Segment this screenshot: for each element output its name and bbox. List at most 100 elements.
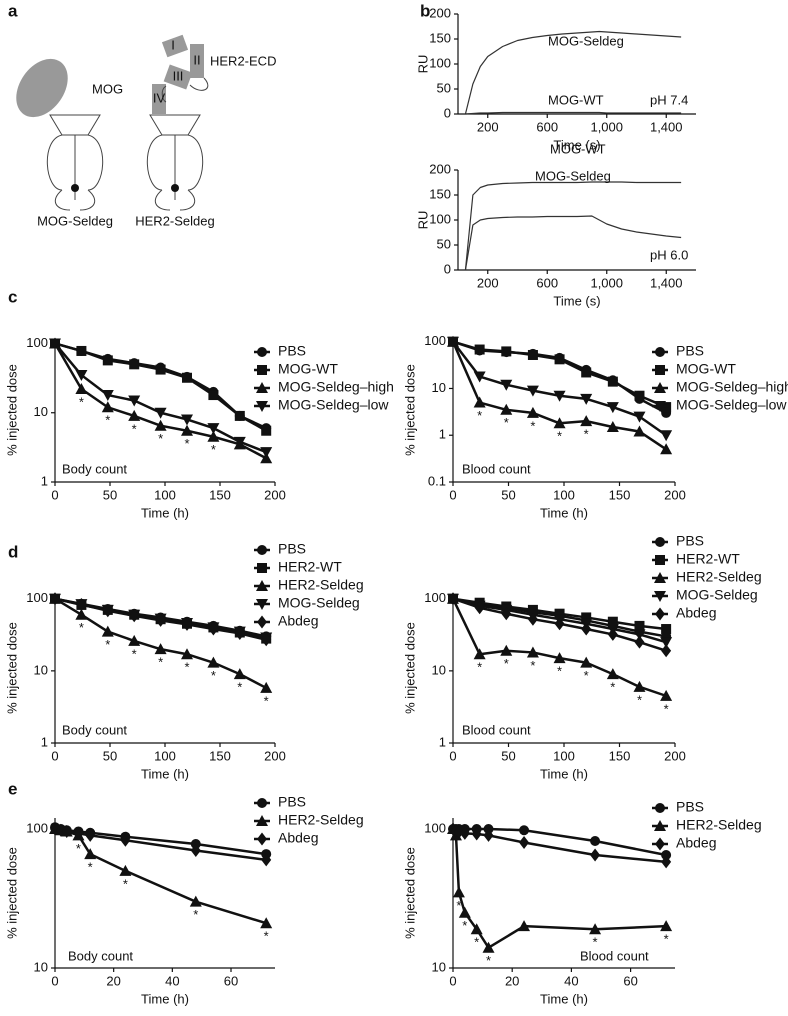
significance-star: *: [530, 658, 535, 673]
x-tick-label: 150: [209, 487, 231, 502]
point: [473, 648, 486, 660]
point: [554, 617, 565, 631]
y-tick-label: 0: [444, 261, 451, 276]
significance-star: *: [504, 656, 509, 671]
y-axis-label: RU: [415, 211, 430, 230]
y-tick-label: 100: [26, 335, 48, 350]
legend-label: PBS: [278, 794, 306, 810]
legend-label: HER2-WT: [676, 551, 740, 567]
x-tick-label: 100: [154, 748, 176, 763]
point: [526, 646, 539, 658]
point: [606, 420, 619, 432]
legend-label: MOG-Seldeg–high: [278, 379, 394, 395]
significance-star: *: [664, 701, 669, 716]
legend-marker: [256, 401, 268, 412]
point: [634, 635, 645, 649]
point: [470, 923, 483, 935]
x-tick-label: 200: [264, 748, 286, 763]
point: [190, 839, 201, 850]
significance-star: *: [264, 693, 269, 708]
y-tick-label: 50: [437, 236, 451, 251]
y-tick-label: 100: [429, 55, 451, 70]
x-axis-label: Time (h): [540, 505, 588, 520]
point: [234, 410, 245, 421]
significance-star: *: [211, 442, 216, 457]
series-line: [464, 215, 682, 271]
diagram-label: I: [171, 37, 175, 52]
point: [128, 409, 141, 421]
legend-marker: [654, 820, 666, 831]
point: [660, 689, 673, 701]
significance-star: *: [486, 953, 491, 968]
y-tick-label: 1: [439, 427, 446, 442]
point: [526, 406, 539, 418]
point: [61, 824, 72, 838]
point: [634, 390, 645, 401]
legend-marker: [654, 591, 666, 602]
panel-label: a: [8, 1, 18, 20]
point: [181, 648, 193, 660]
significance-star: *: [610, 680, 615, 695]
point: [75, 383, 88, 395]
x-tick-label: 20: [106, 973, 120, 988]
point: [553, 652, 566, 664]
point: [580, 393, 593, 405]
legend-label: Abdeg: [278, 613, 318, 629]
point: [500, 644, 513, 656]
y-tick-label: 10: [34, 404, 48, 419]
diagram-label: III: [173, 68, 184, 83]
point: [120, 833, 131, 847]
legend-marker: [655, 347, 665, 357]
point: [661, 850, 672, 861]
point: [660, 430, 673, 442]
x-tick-label: 200: [477, 119, 499, 134]
point: [261, 633, 272, 647]
legend-label: PBS: [676, 533, 704, 549]
panel-label: b: [420, 1, 430, 20]
significance-star: *: [184, 436, 189, 451]
x-tick-label: 600: [536, 119, 558, 134]
legend-label: Abdeg: [278, 830, 318, 846]
point: [589, 923, 602, 935]
point: [660, 920, 673, 932]
x-tick-label: 0: [449, 973, 456, 988]
point: [154, 419, 167, 431]
y-tick-label: 100: [424, 333, 446, 348]
legend-label: MOG-WT: [278, 361, 338, 377]
legend-marker: [256, 382, 268, 393]
legend-marker: [654, 382, 666, 393]
legend-label: PBS: [676, 343, 704, 359]
point: [128, 395, 141, 407]
y-axis-label: % injected dose: [4, 364, 19, 456]
point: [458, 906, 471, 918]
x-tick-label: 150: [609, 487, 631, 502]
point: [233, 668, 246, 680]
legend-label: HER2-Seldeg: [278, 812, 364, 828]
point: [500, 403, 513, 415]
y-axis-label: % injected dose: [4, 622, 19, 714]
x-tick-label: 60: [623, 973, 637, 988]
point: [581, 367, 592, 378]
y-tick-label: 50: [437, 80, 451, 95]
point: [261, 425, 272, 436]
legend-label: HER2-Seldeg: [278, 577, 364, 593]
legend-label: MOG-Seldeg: [676, 587, 758, 603]
point: [261, 853, 272, 867]
significance-star: *: [88, 860, 93, 875]
x-tick-label: 100: [154, 487, 176, 502]
point: [260, 681, 273, 693]
x-tick-label: 100: [553, 748, 575, 763]
point: [500, 379, 513, 391]
x-tick-label: 50: [501, 748, 515, 763]
significance-star: *: [477, 408, 482, 423]
point: [527, 612, 538, 626]
diagram-label: II: [193, 52, 200, 67]
legend-label: PBS: [278, 541, 306, 557]
significance-star: *: [456, 898, 461, 913]
point: [101, 625, 114, 637]
significance-star: *: [474, 935, 479, 950]
point: [661, 624, 672, 635]
annotation: pH 7.4: [650, 92, 688, 107]
legend-label: MOG-Seldeg–high: [676, 379, 788, 395]
